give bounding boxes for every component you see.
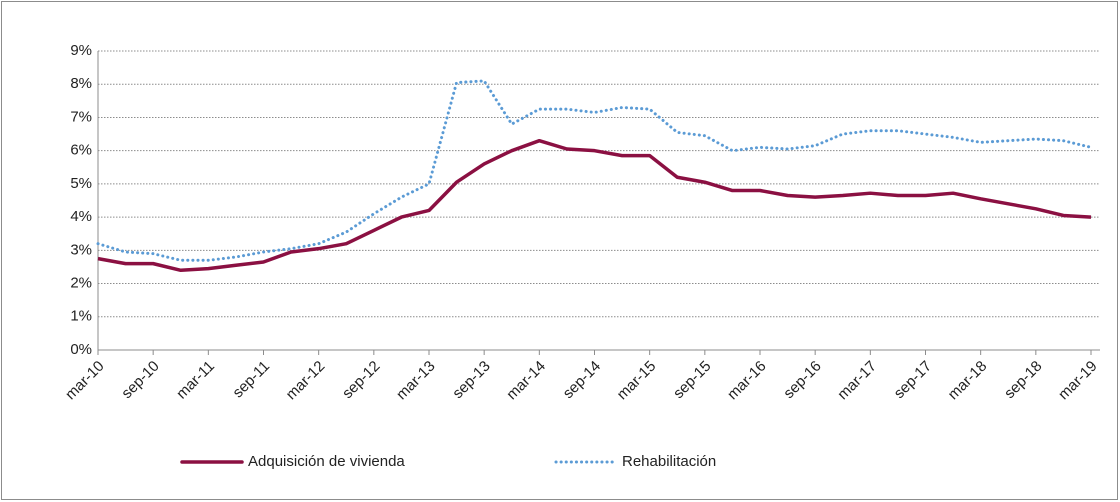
- legend-label: Adquisición de vivienda: [248, 453, 405, 470]
- y-tick-label: 5%: [70, 175, 92, 192]
- legend-label: Rehabilitación: [622, 453, 716, 470]
- y-tick-label: 6%: [70, 142, 92, 159]
- series-line: [97, 138, 1092, 273]
- y-tick-label: 8%: [70, 75, 92, 92]
- series-line: [96, 79, 1093, 262]
- y-tick-label: 7%: [70, 108, 92, 125]
- y-tick-label: 1%: [70, 308, 92, 325]
- y-tick-label: 0%: [70, 341, 92, 358]
- y-tick-label: 9%: [70, 42, 92, 59]
- y-tick-label: 3%: [70, 241, 92, 258]
- y-tick-label: 4%: [70, 208, 92, 225]
- y-tick-label: 2%: [70, 275, 92, 292]
